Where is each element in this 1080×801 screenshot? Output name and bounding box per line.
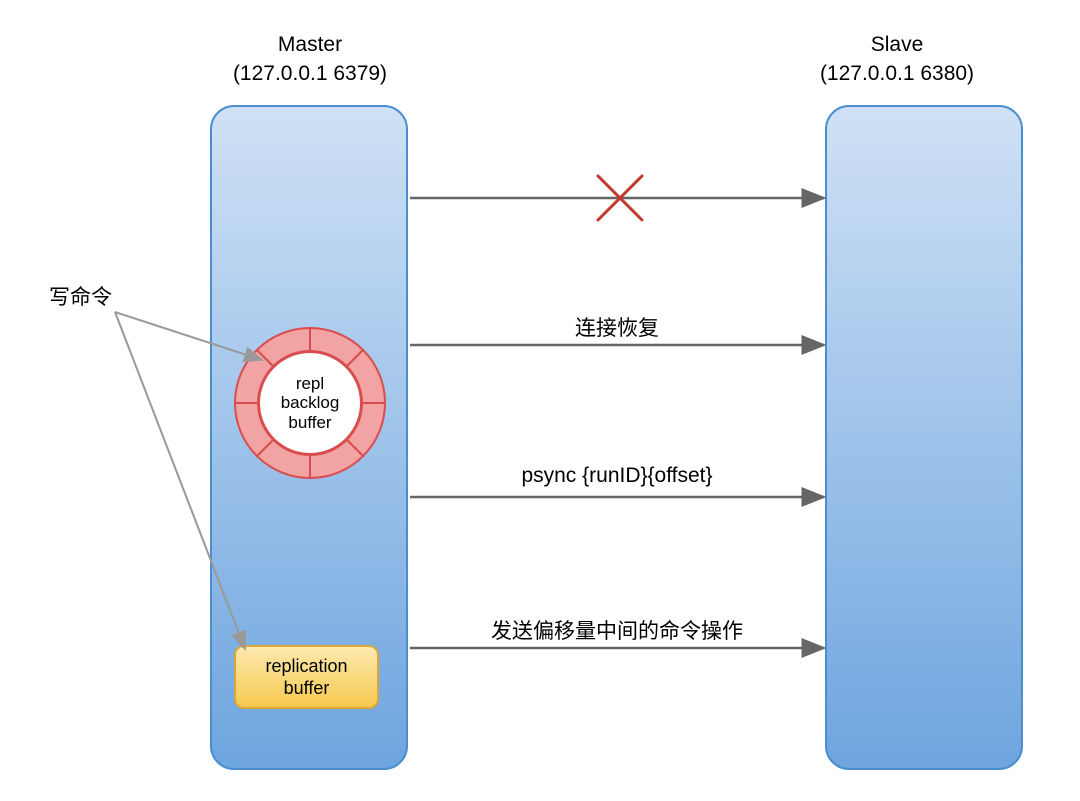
diagram-root: Master (127.0.0.1 6379) Slave (127.0.0.1… [0,0,1080,801]
slave-title-line1: Slave [871,33,924,56]
slave-node-box [825,105,1023,770]
arrow-text-psync: psync {runID}{offset} [521,464,712,487]
repl-label-1: replication [265,655,347,678]
arrow-label-psync: psync {runID}{offset} [410,464,824,488]
arrow-text-reconnect: 连接恢复 [575,317,659,340]
repl-label-2: buffer [284,677,330,700]
master-title-line2: (127.0.0.1 6379) [233,62,387,85]
slave-title: Slave (127.0.0.1 6380) [797,30,997,89]
write-command-text: 写命令 [49,286,112,309]
write-command-label: 写命令 [49,281,112,311]
arrow-text-send-offset: 发送偏移量中间的命令操作 [491,620,743,643]
slave-title-line2: (127.0.0.1 6380) [820,62,974,85]
replication-buffer-box: replication buffer [234,645,379,709]
ring-label-3: buffer [288,413,331,433]
repl-backlog-buffer-inner: repl backlog buffer [258,351,362,455]
ring-label-1: repl [296,374,324,394]
master-title-line1: Master [278,33,342,56]
arrow-label-send-offset: 发送偏移量中间的命令操作 [410,615,824,645]
ring-label-2: backlog [281,393,340,413]
arrow-label-reconnect: 连接恢复 [410,312,824,342]
master-title: Master (127.0.0.1 6379) [210,30,410,89]
